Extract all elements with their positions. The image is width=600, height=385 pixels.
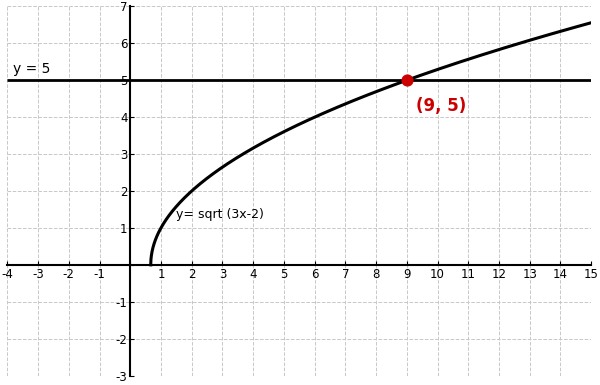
Point [402,77,412,83]
Text: y = 5: y = 5 [13,62,51,76]
Text: y= sqrt (3x-2): y= sqrt (3x-2) [176,208,264,221]
Text: (9, 5): (9, 5) [416,97,466,115]
